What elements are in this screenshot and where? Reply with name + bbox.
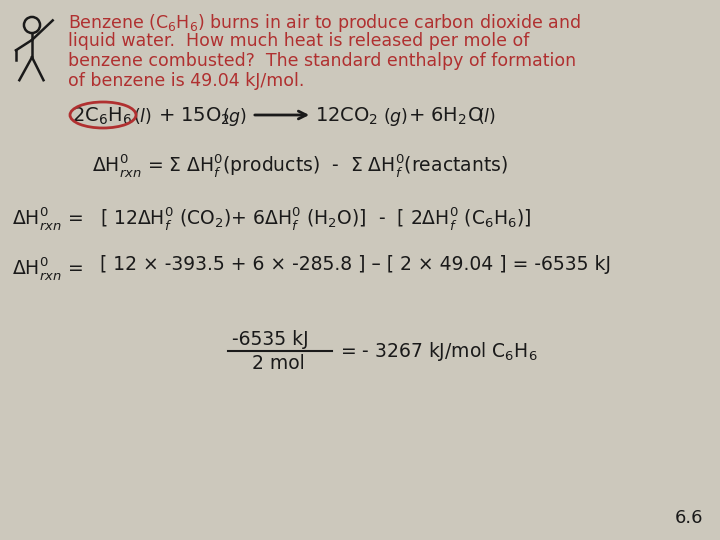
Text: liquid water.  How much heat is released per mole of: liquid water. How much heat is released … — [68, 32, 529, 50]
Text: $\Delta$H$^0_{rxn}$ = $\Sigma$ $\Delta$H$^0_f$(products)  -  $\Sigma$ $\Delta$H$: $\Delta$H$^0_{rxn}$ = $\Sigma$ $\Delta$H… — [92, 152, 508, 179]
Text: ($\it{l}$): ($\it{l}$) — [133, 106, 152, 126]
Text: benzene combusted?  The standard enthalpy of formation: benzene combusted? The standard enthalpy… — [68, 52, 576, 70]
Text: of benzene is 49.04 kJ/mol.: of benzene is 49.04 kJ/mol. — [68, 72, 305, 90]
Text: $\Delta$H$^0_{rxn}$ =: $\Delta$H$^0_{rxn}$ = — [12, 255, 83, 282]
Text: + 6H$_2$O: + 6H$_2$O — [408, 106, 483, 127]
Text: [ 12 × -393.5 + 6 × -285.8 ] – [ 2 × 49.04 ] = -6535 kJ: [ 12 × -393.5 + 6 × -285.8 ] – [ 2 × 49.… — [100, 255, 611, 274]
Text: $\Delta$H$^0_{rxn}$ =: $\Delta$H$^0_{rxn}$ = — [12, 205, 83, 232]
Text: 6.6: 6.6 — [675, 509, 703, 527]
Text: 2C$_6$H$_6$: 2C$_6$H$_6$ — [72, 106, 132, 127]
Text: 2 mol: 2 mol — [252, 354, 305, 373]
Text: -6535 kJ: -6535 kJ — [232, 330, 309, 349]
Text: [ 12$\Delta$H$^0_f$ (CO$_2$)+ 6$\Delta$H$^0_f$ (H$_2$O)]  -  [ 2$\Delta$H$^0_f$ : [ 12$\Delta$H$^0_f$ (CO$_2$)+ 6$\Delta$H… — [100, 205, 531, 232]
Text: = - 3267 kJ/mol C$_6$H$_6$: = - 3267 kJ/mol C$_6$H$_6$ — [340, 340, 538, 363]
Text: ($\it{g}$): ($\it{g}$) — [383, 106, 408, 128]
Text: ($\it{g}$): ($\it{g}$) — [222, 106, 247, 128]
Text: Benzene (C$_6$H$_6$) burns in air to produce carbon dioxide and: Benzene (C$_6$H$_6$) burns in air to pro… — [68, 12, 581, 34]
Text: + 15O$_2$: + 15O$_2$ — [158, 106, 230, 127]
Text: ($\it{l}$): ($\it{l}$) — [477, 106, 496, 126]
Text: 12CO$_2$: 12CO$_2$ — [315, 106, 378, 127]
